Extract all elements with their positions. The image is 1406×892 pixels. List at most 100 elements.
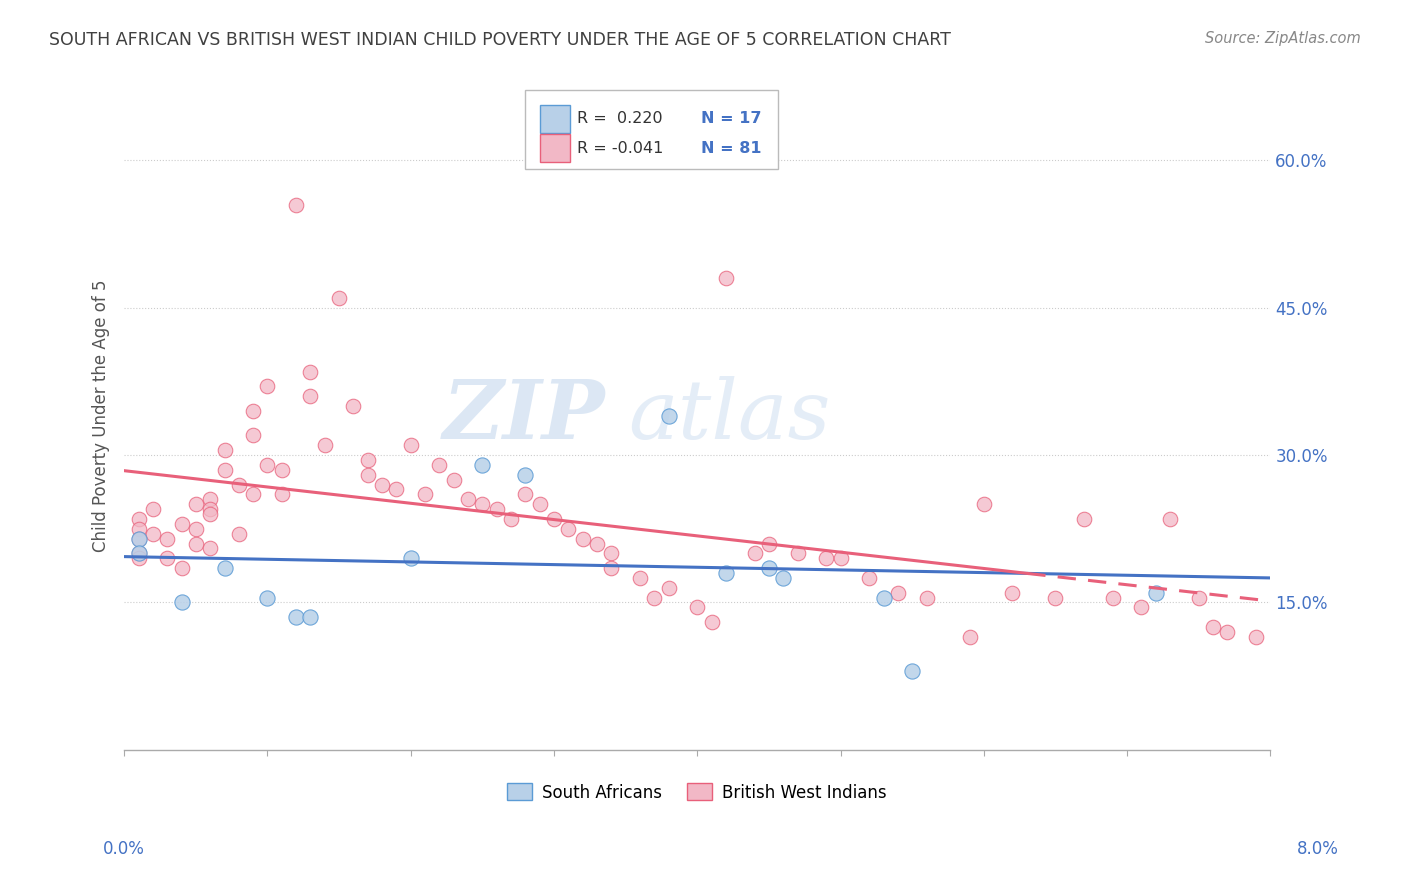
Point [198, 507, 221, 521]
Point [314, 438, 336, 452]
Point [700, 615, 723, 629]
Point [357, 453, 380, 467]
Point [1188, 591, 1211, 605]
Point [413, 487, 436, 501]
Point [285, 610, 308, 624]
Point [600, 546, 623, 560]
Point [285, 197, 308, 211]
Text: Source: ZipAtlas.com: Source: ZipAtlas.com [1205, 31, 1361, 46]
Point [328, 291, 350, 305]
Text: SOUTH AFRICAN VS BRITISH WEST INDIAN CHILD POVERTY UNDER THE AGE OF 5 CORRELATIO: SOUTH AFRICAN VS BRITISH WEST INDIAN CHI… [49, 31, 950, 49]
Point [156, 532, 179, 546]
Point [198, 541, 221, 556]
Point [242, 487, 264, 501]
Point [471, 497, 494, 511]
Point [170, 595, 193, 609]
Point [772, 571, 794, 585]
Point [128, 546, 150, 560]
Point [1130, 600, 1153, 615]
Point [543, 512, 565, 526]
Point [973, 497, 995, 511]
FancyBboxPatch shape [540, 134, 569, 162]
Point [184, 522, 207, 536]
FancyBboxPatch shape [540, 104, 569, 133]
Point [714, 271, 737, 285]
Point [256, 458, 278, 472]
Point [299, 389, 322, 403]
Point [1202, 620, 1225, 634]
Point [170, 516, 193, 531]
Text: ZIP: ZIP [443, 376, 606, 456]
Point [184, 497, 207, 511]
Point [256, 379, 278, 393]
Point [1216, 624, 1239, 639]
Point [571, 532, 593, 546]
Point [1159, 512, 1181, 526]
Point [242, 428, 264, 442]
Point [429, 458, 451, 472]
Text: N = 81: N = 81 [700, 141, 761, 155]
Point [371, 477, 394, 491]
Point [872, 591, 894, 605]
Point [758, 561, 780, 575]
Point [515, 467, 537, 482]
Point [214, 443, 236, 458]
Point [499, 512, 522, 526]
Point [270, 487, 292, 501]
Point [228, 526, 250, 541]
Point [270, 463, 292, 477]
Point [643, 591, 665, 605]
Point [184, 536, 207, 550]
Point [198, 492, 221, 507]
Point [915, 591, 938, 605]
Point [959, 630, 981, 644]
Point [686, 600, 709, 615]
Point [600, 561, 623, 575]
Point [128, 546, 150, 560]
Y-axis label: Child Poverty Under the Age of 5: Child Poverty Under the Age of 5 [93, 279, 110, 552]
Point [1045, 591, 1067, 605]
Point [357, 467, 380, 482]
Point [242, 404, 264, 418]
Point [858, 571, 880, 585]
Point [170, 561, 193, 575]
Point [887, 585, 910, 599]
Point [557, 522, 579, 536]
Point [1101, 591, 1123, 605]
Point [128, 512, 150, 526]
Legend: South Africans, British West Indians: South Africans, British West Indians [501, 777, 894, 808]
Point [815, 551, 838, 566]
Point [299, 365, 322, 379]
Point [228, 477, 250, 491]
Text: atlas: atlas [628, 376, 831, 456]
Point [529, 497, 551, 511]
Point [342, 399, 364, 413]
Text: R = -0.041: R = -0.041 [576, 141, 664, 155]
Text: 8.0%: 8.0% [1296, 840, 1339, 858]
Text: N = 17: N = 17 [700, 112, 761, 126]
Point [515, 487, 537, 501]
Point [399, 438, 422, 452]
Text: R =  0.220: R = 0.220 [576, 112, 662, 126]
Point [786, 546, 808, 560]
Point [156, 551, 179, 566]
Point [128, 551, 150, 566]
Point [830, 551, 852, 566]
Point [1073, 512, 1095, 526]
Point [714, 566, 737, 580]
Point [385, 483, 408, 497]
Point [142, 526, 165, 541]
Point [744, 546, 766, 560]
Point [658, 409, 681, 423]
Point [1001, 585, 1024, 599]
Point [399, 551, 422, 566]
Point [443, 473, 465, 487]
Point [1144, 585, 1167, 599]
Point [198, 502, 221, 516]
Point [128, 532, 150, 546]
Point [658, 581, 681, 595]
Point [256, 591, 278, 605]
Point [457, 492, 479, 507]
Point [628, 571, 651, 585]
Point [586, 536, 609, 550]
